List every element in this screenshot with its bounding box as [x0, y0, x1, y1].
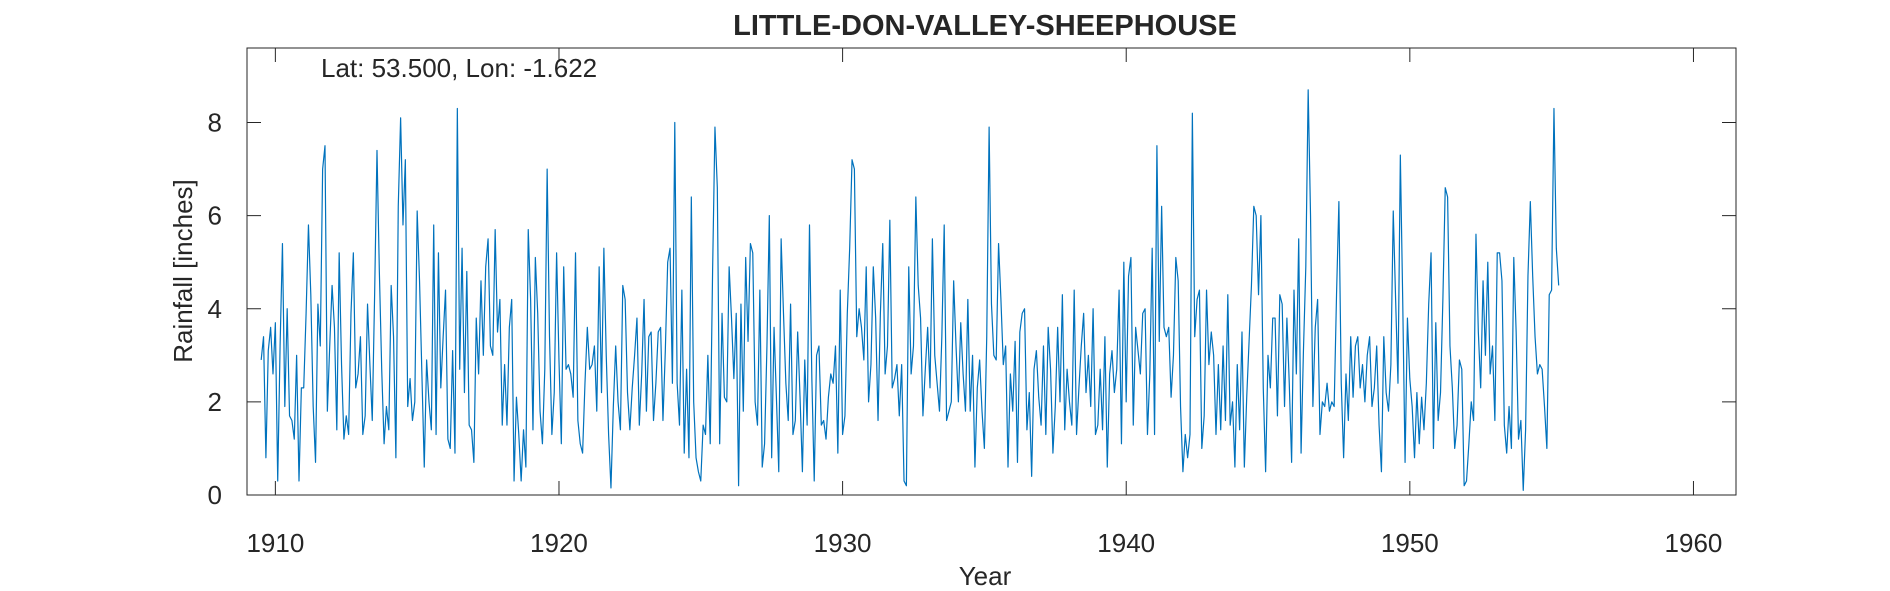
series-layer: [260, 89, 1560, 491]
location-annotation: Lat: 53.500, Lon: -1.622: [321, 53, 597, 83]
x-axis-label: Year: [959, 561, 1012, 591]
y-tick-label: 8: [208, 108, 222, 138]
x-tick-label: 1930: [814, 528, 872, 558]
x-tick-label: 1960: [1665, 528, 1723, 558]
x-tick-label: 1940: [1097, 528, 1155, 558]
y-tick-label: 6: [208, 201, 222, 231]
chart-title: LITTLE-DON-VALLEY-SHEEPHOUSE: [733, 10, 1237, 42]
y-tick-label: 0: [208, 480, 222, 510]
y-tick-label: 2: [208, 387, 222, 417]
y-tick-label: 4: [208, 294, 222, 324]
x-axis-ticks: 1910 1920 1930 1940 1950 1960: [246, 48, 1722, 558]
x-tick-label: 1920: [530, 528, 588, 558]
y-axis-ticks: 0 2 4 6 8: [208, 108, 1736, 510]
x-tick-label: 1910: [246, 528, 304, 558]
x-tick-label: 1950: [1381, 528, 1439, 558]
rainfall-series-line: [260, 89, 1560, 491]
y-axis-label: Rainfall [inches]: [168, 179, 198, 363]
